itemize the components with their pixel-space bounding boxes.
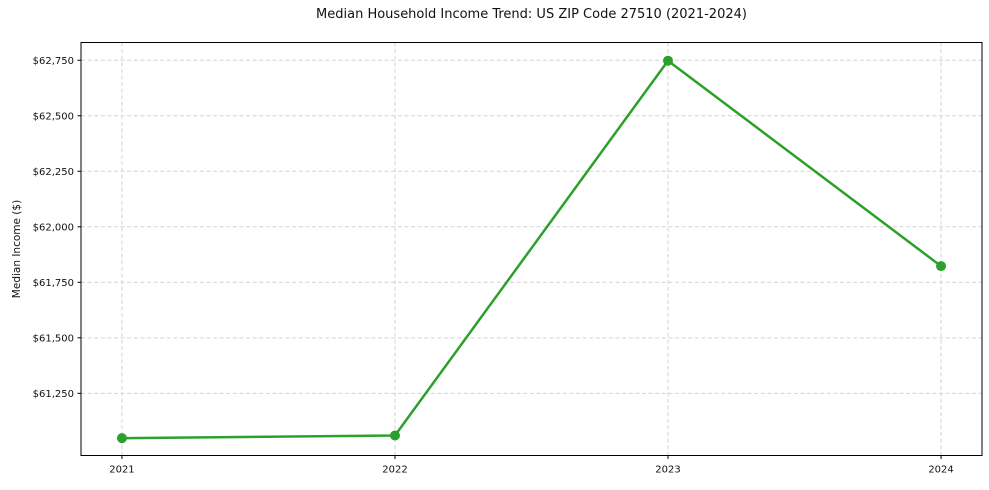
x-tick-label: 2023 xyxy=(655,465,680,476)
trend-line xyxy=(120,59,943,440)
data-point-2022 xyxy=(389,430,400,441)
y-tick-label: $62,250 xyxy=(33,167,74,178)
plot-border xyxy=(80,42,983,456)
x-tick-label: 2021 xyxy=(109,465,134,476)
x-tick-label: 2022 xyxy=(382,465,407,476)
y-tick-label: $62,750 xyxy=(33,56,74,67)
y-tick-label: $62,500 xyxy=(33,111,74,122)
x-tick-label: 2024 xyxy=(928,465,953,476)
y-tick-label: $61,500 xyxy=(33,333,74,344)
y-tick-label: $61,250 xyxy=(33,389,74,400)
chart-title: Median Household Income Trend: US ZIP Co… xyxy=(316,7,747,22)
data-point-2024 xyxy=(936,261,947,272)
y-tick-label: $62,000 xyxy=(33,222,74,233)
data-point-2021 xyxy=(116,433,127,444)
y-tick-label: $61,750 xyxy=(33,278,74,289)
data-point-2023 xyxy=(663,55,674,66)
